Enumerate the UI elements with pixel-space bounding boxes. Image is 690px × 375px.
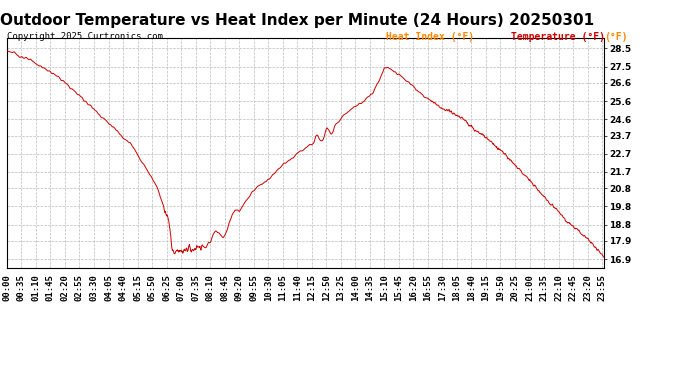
Text: Temperature (°F): Temperature (°F) (511, 32, 604, 42)
Text: Heat Index (°F): Heat Index (°F) (386, 32, 475, 42)
Text: Outdoor Temperature vs Heat Index per Minute (24 Hours) 20250301: Outdoor Temperature vs Heat Index per Mi… (0, 13, 594, 28)
Text: (°F): (°F) (604, 32, 627, 42)
Text: Copyright 2025 Curtronics.com: Copyright 2025 Curtronics.com (7, 32, 163, 41)
